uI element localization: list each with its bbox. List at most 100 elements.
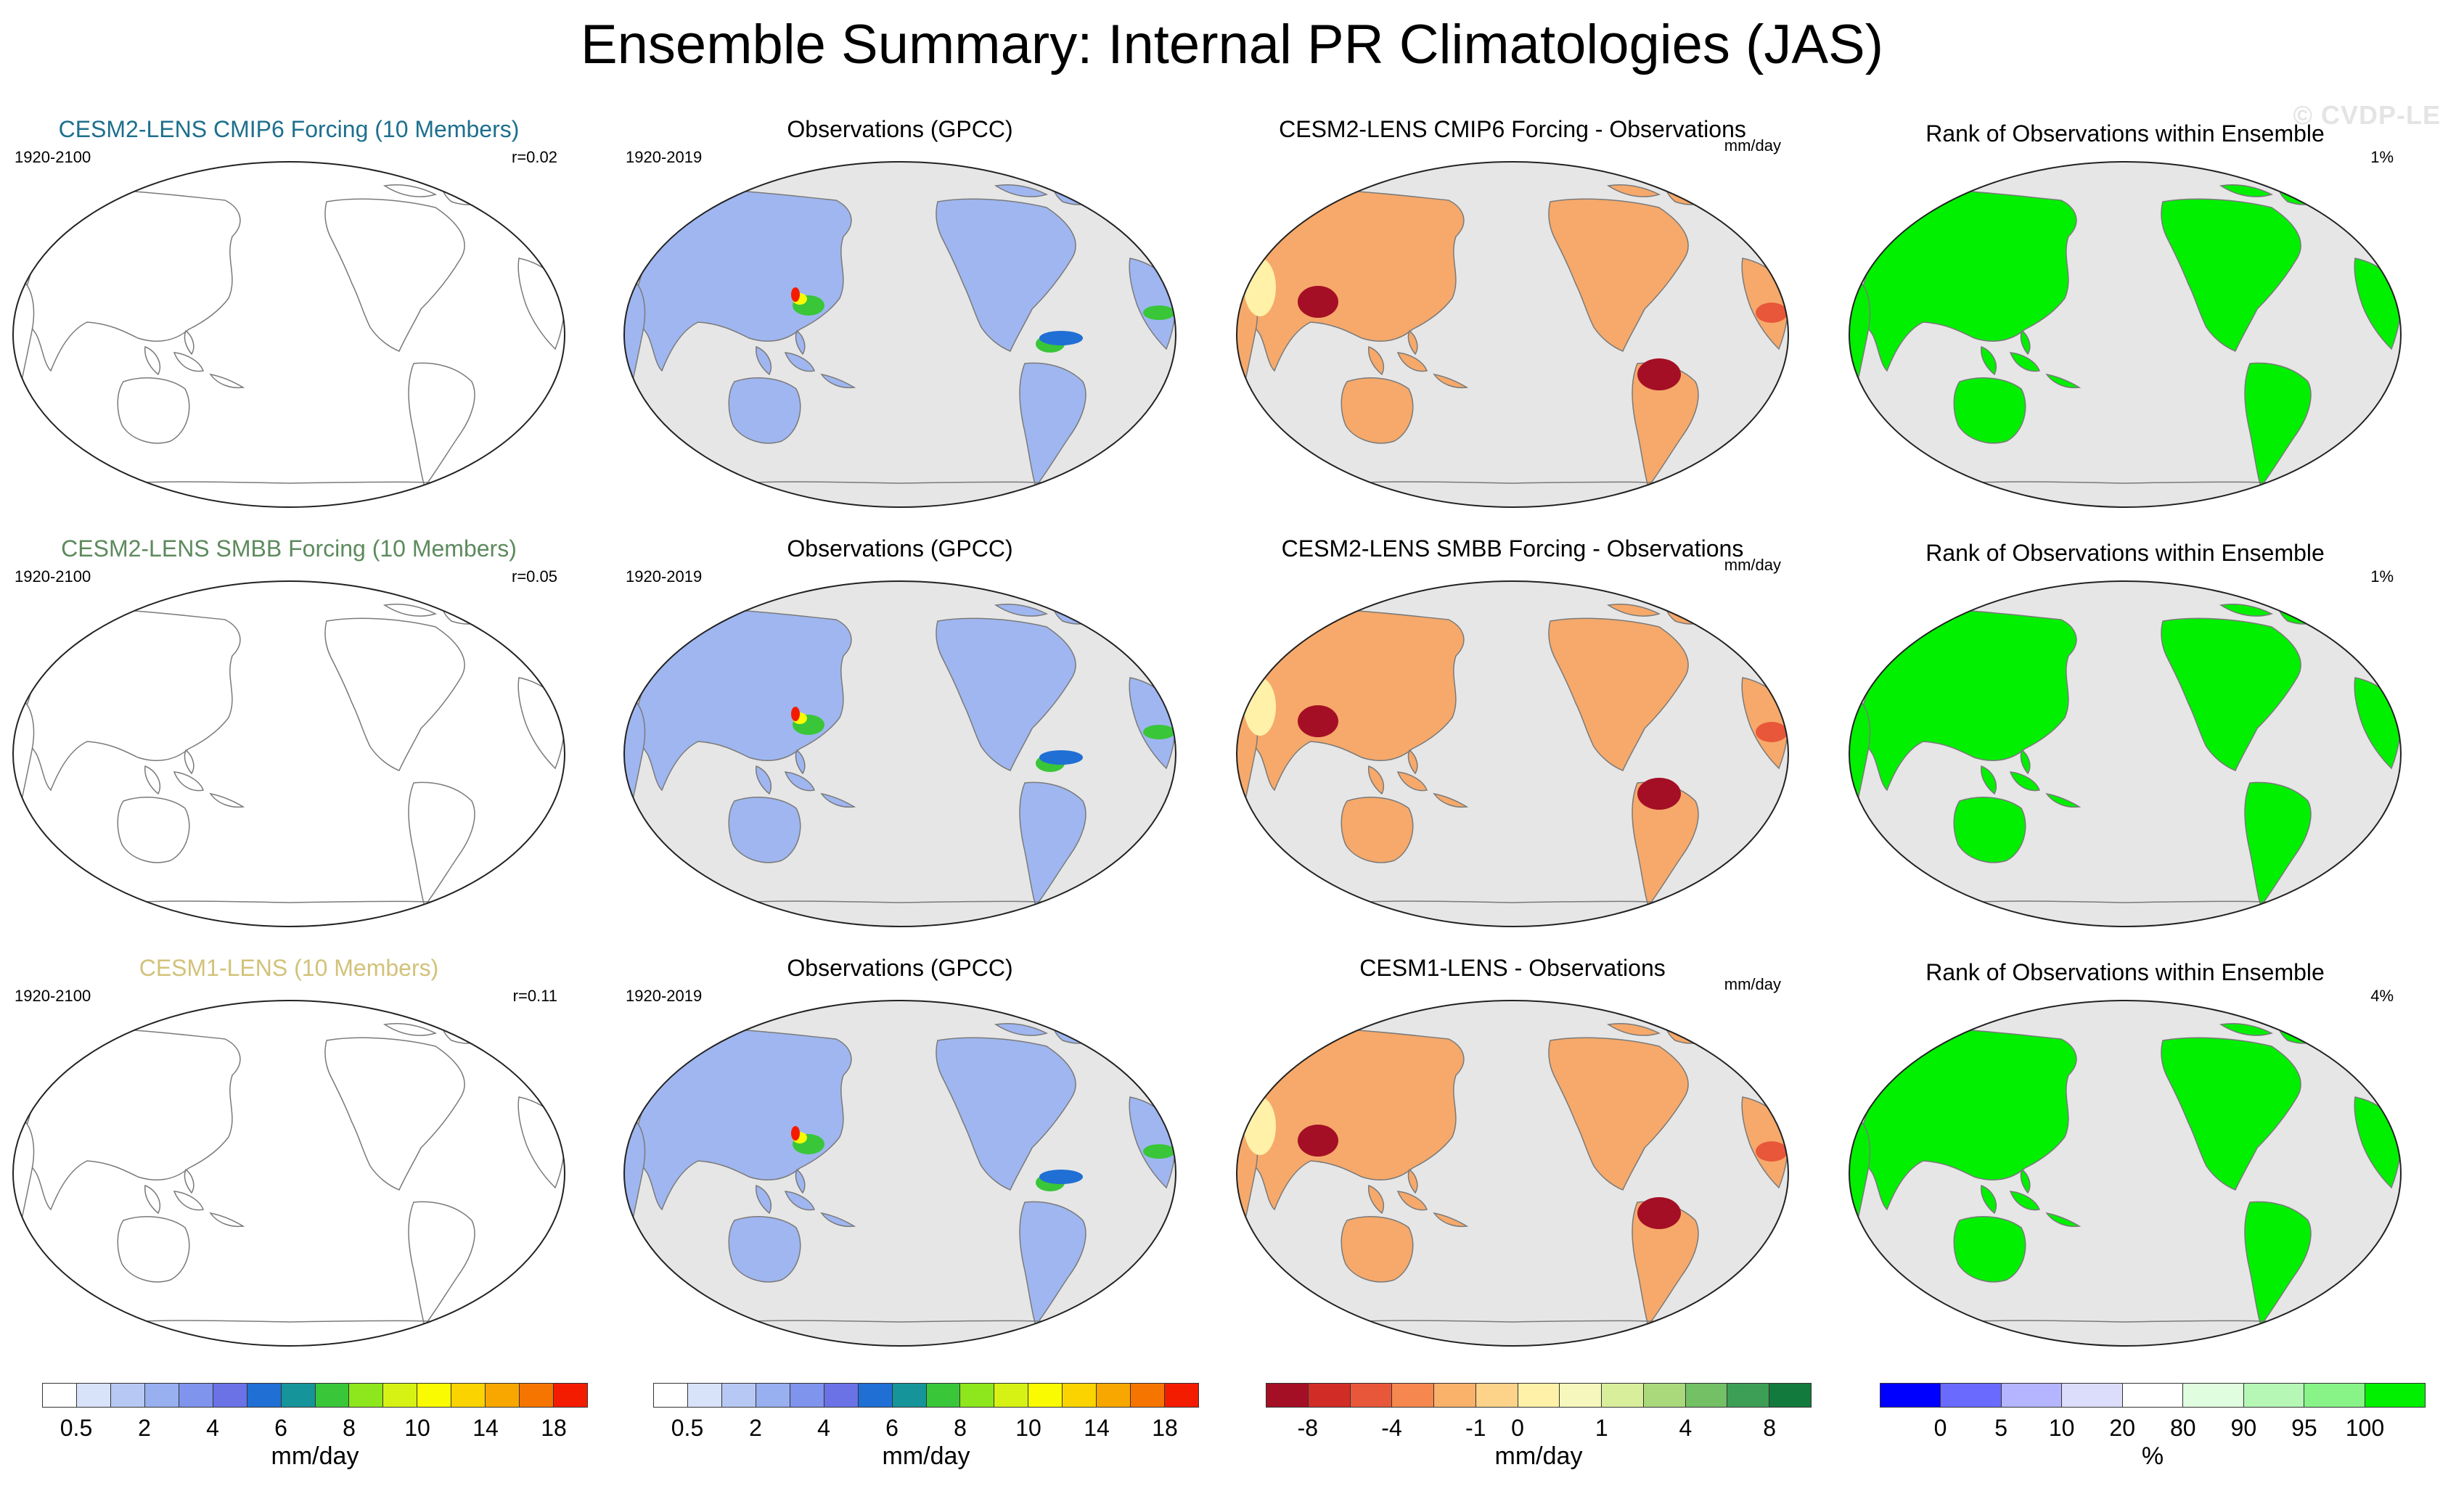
colorbar-swatch — [1769, 1383, 1812, 1408]
difference-hotspot — [1244, 258, 1276, 316]
colorbar-tick-label: 8 — [954, 1415, 967, 1441]
panel-title: Rank of Observations within Ensemble — [1925, 959, 2325, 985]
panel-period-label: 1920-2019 — [626, 148, 703, 166]
colorbar-tick-label: 4 — [817, 1415, 830, 1441]
colorbar-tick-label: -8 — [1297, 1415, 1319, 1441]
colorbar-tick-label: 2 — [749, 1415, 762, 1441]
colorbar-swatch — [1880, 1383, 1941, 1408]
greenland-landmass — [1052, 596, 1107, 625]
colorbar-tick-label: 10 — [404, 1415, 430, 1441]
map-rank — [1849, 580, 2402, 927]
map-obs — [623, 580, 1176, 927]
greenland-landmass — [1664, 596, 1719, 625]
colorbar-swatch — [1131, 1383, 1166, 1408]
panel-stat-label: 1% — [2370, 567, 2394, 586]
colorbar-tick-label: 0.5 — [60, 1415, 93, 1441]
colorbar-tick-label: 18 — [1152, 1415, 1178, 1441]
panel-title: Rank of Observations within Ensemble — [1925, 540, 2325, 566]
map-panel-diff-row3: CESM1-LENS - Observations mm/day — [1231, 955, 1794, 1361]
colorbar-swatch — [179, 1383, 213, 1408]
colorbar-swatch — [1350, 1383, 1393, 1408]
colorbar-swatch — [486, 1383, 520, 1408]
greenland-landmass — [1052, 1016, 1107, 1044]
colorbar-swatch — [1392, 1383, 1435, 1408]
colorbar-swatch — [383, 1383, 418, 1408]
colorbar-swatch — [756, 1383, 790, 1408]
map-border — [12, 161, 565, 508]
greenland-landmass — [441, 177, 496, 205]
colorbar-swatch — [1028, 1383, 1063, 1408]
colorbar-tick-label: 80 — [2169, 1415, 2196, 1441]
colorbar-swatch — [110, 1383, 145, 1408]
panel-stat-label: r=0.02 — [512, 148, 557, 166]
panel-title: CESM1-LENS - Observations — [1359, 955, 1666, 981]
map-border — [1849, 161, 2402, 508]
colorbar-swatch — [1518, 1383, 1560, 1408]
colorbar-swatch — [554, 1383, 588, 1408]
colorbar-tick-label: 10 — [2048, 1415, 2075, 1441]
map-diff — [1236, 1000, 1789, 1347]
colorbar-tick-label: 0 — [1933, 1415, 1947, 1441]
panel-title: Rank of Observations within Ensemble — [1925, 120, 2325, 147]
colorbar-swatch — [247, 1383, 282, 1408]
greenland-landmass — [1664, 1016, 1719, 1044]
difference-hotspot — [1637, 358, 1681, 390]
australia-landmass — [728, 1216, 801, 1283]
colorbar-tick-label: 6 — [885, 1415, 899, 1441]
precip-colorbar-units: mm/day — [271, 1442, 359, 1470]
precip-colorbar-units: mm/day — [882, 1442, 970, 1470]
map-model — [12, 1000, 565, 1347]
panel-title: Observations (GPCC) — [787, 116, 1013, 142]
panel-stat-label: 4% — [2370, 987, 2394, 1005]
precip-colorbar-1: 0.5 2 4 6 8 10 14 18 mm/day — [42, 1383, 588, 1477]
precip-hotspot — [791, 1126, 800, 1141]
colorbar-swatch — [417, 1383, 452, 1408]
precip-hotspot — [1039, 1170, 1083, 1184]
map-border — [623, 580, 1176, 927]
colorbar-tick-label: 18 — [541, 1415, 567, 1441]
colorbar-swatch — [1685, 1383, 1728, 1408]
rank-colorbar-units: % — [2141, 1442, 2164, 1470]
australia-landmass — [1953, 377, 2026, 444]
greenland-landmass — [2277, 596, 2332, 625]
colorbar-swatch — [76, 1383, 111, 1408]
colorbar-swatch — [1727, 1383, 1770, 1408]
panel-period-label: 1920-2100 — [15, 148, 91, 166]
panel-period-label: 1920-2100 — [15, 987, 91, 1005]
panel-title: CESM2-LENS SMBB Forcing (10 Members) — [61, 535, 517, 562]
figure-title: Ensemble Summary: Internal PR Climatolog… — [580, 14, 1884, 75]
map-panel-model-row1: CESM2-LENS CMIP6 Forcing (10 Members) 192… — [7, 116, 570, 522]
colorbar-swatch — [892, 1383, 927, 1408]
colorbar-tick-label: 0 — [1511, 1415, 1524, 1441]
colorbar-tick-label: -1 — [1465, 1415, 1486, 1441]
australia-landmass — [117, 1216, 190, 1283]
panel-stat-label: r=0.05 — [512, 567, 557, 586]
australia-landmass — [117, 797, 190, 863]
map-panel-obs-row3: Observations (GPCC) 1920-2019 — [618, 955, 1182, 1361]
map-border — [1849, 580, 2402, 927]
colorbar-swatch — [1308, 1383, 1351, 1408]
map-panel-diff-row1: CESM2-LENS CMIP6 Forcing - Observations m… — [1231, 116, 1794, 522]
colorbar-swatch — [349, 1383, 384, 1408]
greenland-landmass — [2277, 1016, 2332, 1044]
map-model — [12, 161, 565, 508]
difference-hotspot — [1298, 705, 1338, 737]
map-panel-diff-row2: CESM2-LENS SMBB Forcing - Observations mm… — [1231, 535, 1794, 942]
australia-landmass — [728, 797, 801, 863]
precip-colorbar-2: 0.5 2 4 6 8 10 14 18 mm/day — [653, 1383, 1199, 1477]
difference-hotspot — [1244, 678, 1276, 736]
colorbar-swatch — [1097, 1383, 1131, 1408]
colorbar-tick-label: 95 — [2291, 1415, 2317, 1441]
colorbar-swatch — [281, 1383, 316, 1408]
panel-units-label: mm/day — [1724, 136, 1781, 155]
map-panel-obs-row1: Observations (GPCC) 1920-2019 — [618, 116, 1182, 522]
panel-stat-label: r=0.11 — [512, 987, 557, 1005]
colorbar-tick-label: 20 — [2109, 1415, 2136, 1441]
colorbar-swatch — [721, 1383, 756, 1408]
colorbar-swatch — [1165, 1383, 1199, 1408]
map-panel-rank-row3: Rank of Observations within Ensemble 4% — [1843, 955, 2407, 1361]
map-border — [623, 161, 1176, 508]
panel-stat-label: 1% — [2370, 148, 2394, 166]
map-border — [623, 1000, 1176, 1347]
colorbar-swatch — [2001, 1383, 2063, 1408]
